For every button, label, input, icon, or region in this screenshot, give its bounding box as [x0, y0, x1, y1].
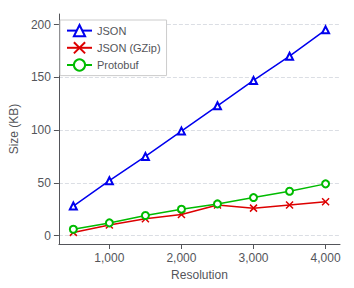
svg-text:100: 100 — [31, 123, 51, 137]
svg-text:2,000: 2,000 — [166, 251, 196, 265]
svg-text:JSON (GZip): JSON (GZip) — [97, 42, 161, 54]
svg-text:1,000: 1,000 — [94, 251, 124, 265]
svg-text:3,000: 3,000 — [238, 251, 268, 265]
svg-text:Size (KB): Size (KB) — [7, 104, 21, 155]
svg-text:Resolution: Resolution — [171, 268, 228, 282]
svg-text:4,000: 4,000 — [311, 251, 341, 265]
svg-text:JSON: JSON — [97, 25, 126, 37]
svg-text:0: 0 — [44, 229, 51, 243]
svg-text:200: 200 — [31, 18, 51, 32]
svg-text:150: 150 — [31, 70, 51, 84]
svg-text:50: 50 — [38, 176, 52, 190]
svg-text:Protobuf: Protobuf — [97, 59, 140, 71]
